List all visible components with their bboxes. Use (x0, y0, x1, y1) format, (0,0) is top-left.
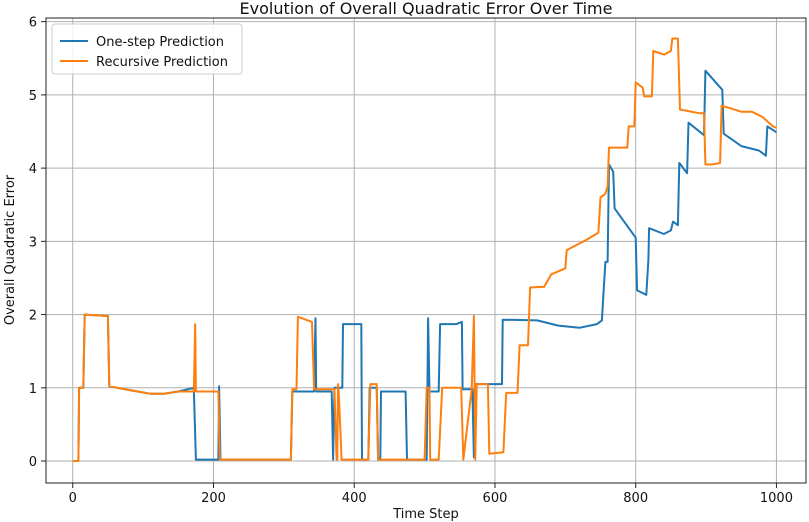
y-tick-label-4: 4 (29, 162, 37, 177)
x-tick-label-200: 200 (201, 491, 226, 506)
y-axis-label: Overall Quadratic Error (3, 174, 18, 325)
y-tick-label-1: 1 (29, 382, 37, 397)
y-tick-label-5: 5 (29, 89, 37, 104)
x-tick-label-0: 0 (69, 491, 77, 506)
x-axis-label: Time Step (392, 507, 459, 522)
series-lines (72, 37, 777, 462)
legend-box (51, 23, 243, 75)
y-tick-label-0: 0 (29, 455, 37, 470)
x-tick-label-600: 600 (483, 491, 508, 506)
series-line-one-step (72, 69, 777, 462)
chart-title: Evolution of Overall Quadratic Error Ove… (240, 0, 613, 18)
legend: One-step Prediction Recursive Prediction (51, 23, 243, 75)
legend-label-recursive: Recursive Prediction (96, 55, 228, 70)
x-tick-label-1000: 1000 (760, 491, 793, 506)
y-tick-label-3: 3 (29, 235, 37, 250)
series-line-recursive (72, 37, 777, 462)
y-tick-label-2: 2 (29, 309, 37, 324)
y-tick-label-6: 6 (29, 16, 37, 31)
legend-label-one-step: One-step Prediction (96, 35, 224, 50)
x-tick-label-400: 400 (342, 491, 367, 506)
x-tick-label-800: 800 (623, 491, 648, 506)
axis-ticks: 0 200 400 600 800 1000 0 1 2 3 4 5 6 (29, 16, 793, 506)
plot-frame (45, 17, 807, 484)
